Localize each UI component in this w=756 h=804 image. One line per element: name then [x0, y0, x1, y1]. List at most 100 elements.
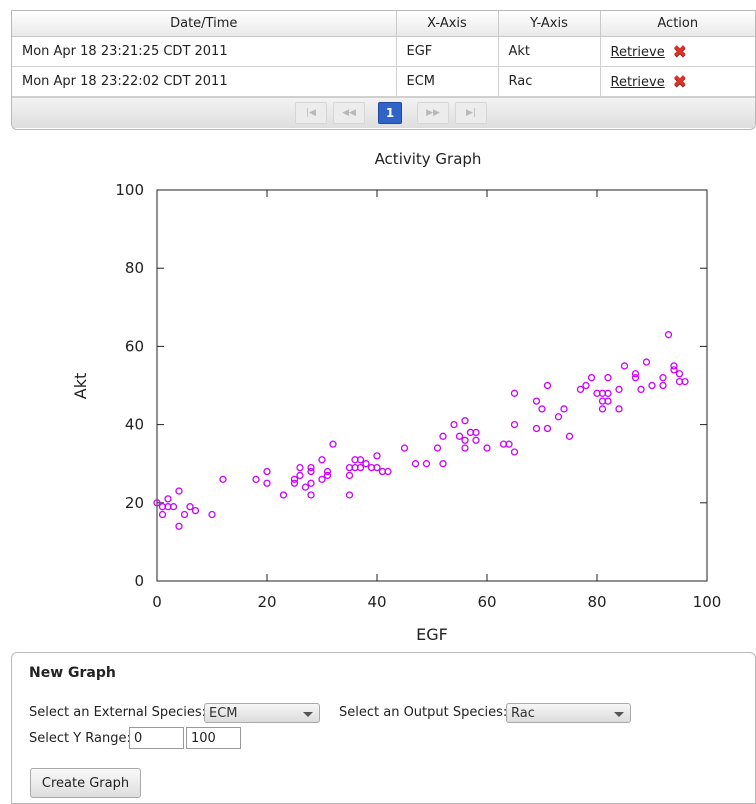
column-header-y-axis[interactable]: Y-Axis	[498, 11, 601, 37]
x-tick-label: 60	[477, 593, 496, 611]
y-tick-label: 40	[125, 416, 144, 434]
data-point	[455, 432, 464, 440]
data-point	[664, 331, 673, 339]
output-species-select[interactable]: Rac	[506, 703, 631, 723]
data-point	[400, 444, 409, 452]
data-point	[598, 405, 607, 413]
data-point	[422, 460, 431, 468]
data-point	[329, 440, 337, 448]
data-point	[323, 467, 332, 476]
data-point	[587, 374, 596, 382]
data-point	[175, 522, 183, 530]
new-graph-title: New Graph	[29, 665, 116, 681]
data-point	[290, 475, 299, 483]
data-point	[384, 467, 392, 476]
data-point	[169, 503, 178, 511]
create-graph-button[interactable]: Create Graph	[30, 768, 141, 798]
data-point	[631, 370, 640, 378]
data-point	[532, 397, 541, 405]
data-point	[263, 467, 271, 476]
cell-y-axis: Akt	[498, 36, 601, 67]
data-point	[675, 370, 684, 378]
last-page-button[interactable]: ▶|	[455, 102, 487, 124]
x-tick-label: 80	[587, 593, 606, 611]
retrieve-link[interactable]: Retrieve	[610, 74, 665, 90]
y-tick-label: 0	[134, 572, 144, 590]
external-species-select[interactable]: ECM	[204, 703, 320, 723]
data-point	[615, 405, 623, 413]
cell-action: Retrieve ✖	[600, 36, 755, 67]
data-point	[472, 436, 480, 444]
x-tick-label: 100	[693, 593, 722, 611]
data-point	[164, 495, 172, 503]
y-range-min-input[interactable]	[129, 727, 184, 749]
x-tick-label: 20	[257, 593, 276, 611]
x-tick-label: 40	[367, 593, 386, 611]
table-row: Mon Apr 18 23:22:02 CDT 2011 ECM Rac Ret…	[12, 66, 755, 97]
data-point	[208, 510, 216, 519]
data-point	[681, 377, 689, 386]
data-point	[483, 444, 491, 452]
column-header-datetime[interactable]: Date/Time	[12, 11, 397, 37]
delete-icon[interactable]: ✖	[672, 41, 687, 62]
data-point	[345, 471, 354, 480]
table-header-row: Date/Time X-Axis Y-Axis Action	[12, 11, 755, 37]
data-point	[153, 499, 161, 507]
data-point	[461, 444, 469, 452]
column-header-action[interactable]: Action	[600, 11, 755, 37]
current-page-button[interactable]: 1	[378, 102, 402, 124]
data-point	[263, 479, 271, 487]
first-page-button[interactable]: |◀	[295, 102, 327, 124]
data-point	[158, 510, 167, 519]
next-page-button[interactable]: ▶▶	[417, 102, 449, 124]
data-point	[543, 424, 552, 433]
plot-frame	[156, 189, 708, 582]
data-point	[290, 479, 299, 487]
output-species-label: Select an Output Species:	[339, 705, 508, 720]
chevron-down-icon	[614, 712, 624, 717]
data-point	[604, 397, 612, 405]
y-tick-label: 20	[125, 494, 144, 512]
data-point	[505, 440, 513, 448]
cell-x-axis: EGF	[396, 36, 499, 67]
data-point	[307, 491, 315, 499]
data-point	[642, 358, 651, 366]
activity-graph: Activity Graph 0 20 40 60 80 100020406080100 …	[71, 150, 722, 644]
data-point	[318, 475, 326, 483]
data-point	[637, 385, 645, 394]
prev-page-button[interactable]: ◀◀	[333, 102, 365, 124]
data-point	[307, 467, 315, 476]
pager: |◀ ◀◀ 1 ▶▶ ▶|	[12, 97, 755, 128]
y-tick-label: 80	[125, 259, 144, 277]
data-point	[620, 362, 629, 370]
data-point	[356, 456, 365, 464]
data-point	[439, 460, 447, 468]
data-point	[461, 436, 469, 444]
data-point	[604, 389, 612, 397]
chart-title: Activity Graph	[375, 150, 482, 168]
data-point	[604, 374, 612, 382]
y-tick-label: 100	[115, 181, 144, 199]
x-axis-label: EGF	[416, 625, 448, 644]
data-point	[461, 417, 469, 425]
data-point	[433, 444, 442, 452]
cell-y-axis: Rac	[498, 66, 601, 97]
data-point	[373, 463, 381, 472]
external-species-value: ECM	[209, 706, 238, 721]
delete-icon[interactable]: ✖	[672, 71, 687, 92]
cell-datetime: Mon Apr 18 23:22:02 CDT 2011	[12, 66, 397, 97]
data-point	[252, 475, 260, 483]
data-point	[565, 432, 574, 440]
data-point	[560, 405, 568, 413]
external-species-label: Select an External Species:	[29, 705, 207, 720]
data-point	[615, 385, 623, 394]
column-header-x-axis[interactable]: X-Axis	[396, 11, 499, 37]
data-point	[670, 366, 678, 374]
y-axis-label: Akt	[71, 373, 90, 399]
new-graph-panel: New Graph Select an External Species: EC…	[11, 652, 756, 804]
data-point	[307, 479, 315, 487]
output-species-value: Rac	[511, 706, 535, 721]
y-range-max-input[interactable]	[186, 727, 241, 749]
retrieve-link[interactable]: Retrieve	[610, 44, 665, 60]
data-point	[411, 460, 420, 468]
